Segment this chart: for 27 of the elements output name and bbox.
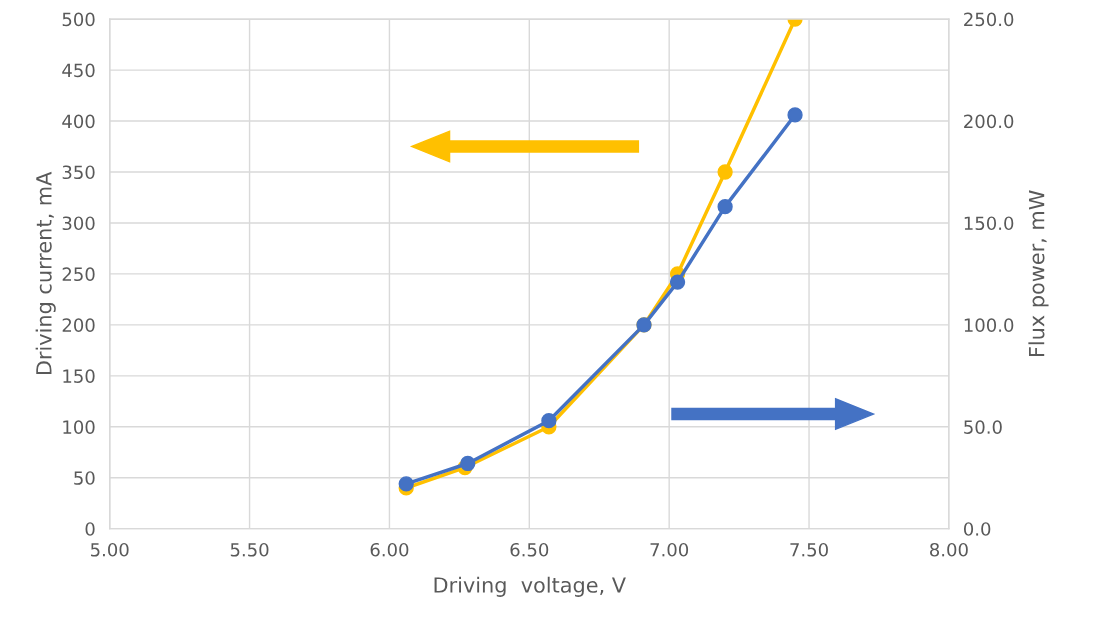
x-tick-label: 5.50 (230, 542, 269, 557)
y2-tick-label: 50.0 (964, 420, 1002, 434)
y2-tick-label: 200.0 (964, 114, 1014, 129)
y-axis-title: Driving current, mA (35, 171, 56, 375)
y-tick-label: 200 (62, 318, 95, 332)
y-tick-label: 500 (62, 12, 95, 27)
y-tick-label: 50 (74, 471, 95, 485)
y-tick-label: 300 (62, 216, 95, 231)
y2-tick-label: 100.0 (964, 318, 1014, 332)
x-tick-label: 6.00 (370, 542, 409, 557)
x-tick-label: 8.00 (930, 542, 968, 557)
x-tick-label: 7.50 (790, 542, 828, 557)
y-tick-label: 100 (63, 420, 95, 434)
y2-tick-label: 150.0 (964, 216, 1014, 231)
x-tick-label: 6.50 (510, 542, 549, 557)
y-tick-label: 450 (62, 63, 95, 78)
x-tick-label: 7.00 (650, 542, 689, 557)
y-tick-label: 250 (62, 267, 95, 282)
y-tick-label: 150 (63, 369, 95, 383)
y-tick-label: 400 (62, 114, 95, 129)
y2-tick-label: 250.0 (964, 12, 1014, 27)
y-tick-label: 350 (62, 165, 95, 180)
y2-tick-label: 0.0 (963, 522, 991, 536)
y-tick-label: 0 (85, 522, 95, 536)
x-axis-title: Driving voltage, V (434, 576, 626, 597)
y2-axis-title: Flux power, mW (1028, 190, 1049, 357)
x-tick-label: 5.00 (90, 542, 129, 557)
